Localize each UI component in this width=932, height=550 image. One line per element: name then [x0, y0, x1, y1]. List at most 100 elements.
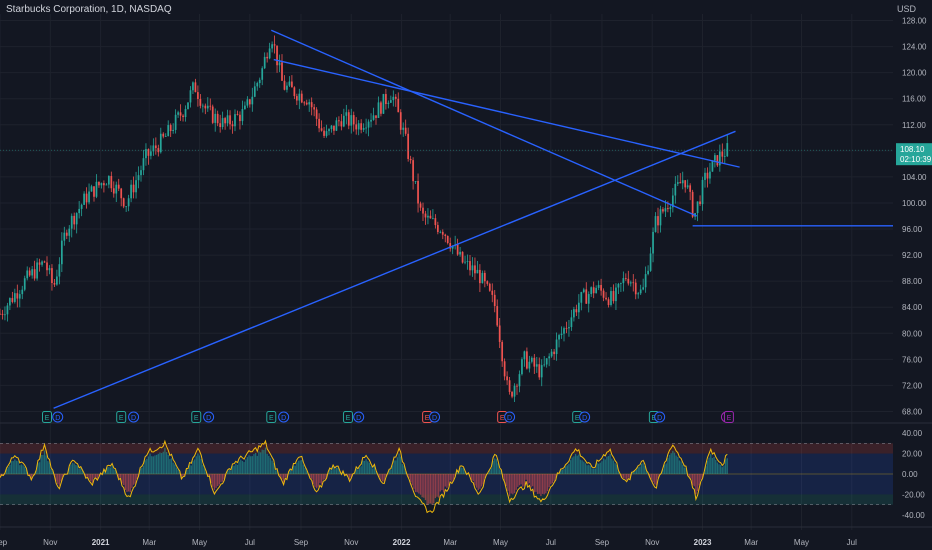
candle-body [13, 293, 16, 302]
candle-body [432, 218, 434, 219]
candle-body [154, 145, 157, 149]
candle-body [248, 99, 251, 105]
candle-body [120, 188, 123, 199]
candle-body [147, 149, 150, 156]
candle-body [607, 299, 610, 306]
candle-body [380, 102, 382, 114]
candle-body [550, 351, 553, 357]
candle-body [498, 325, 501, 342]
time-tick-label: Sep [595, 538, 610, 547]
candle-body [335, 120, 338, 131]
earnings-marker: E [116, 411, 127, 423]
candle-body [286, 85, 288, 90]
candle-body [0, 313, 1, 315]
candle-body [464, 261, 466, 263]
dividend-marker: D [203, 411, 215, 423]
candle-body [206, 105, 209, 109]
candle-body [60, 240, 63, 265]
candle-body [4, 314, 6, 316]
candle-body [689, 185, 692, 192]
candle-body [112, 188, 115, 194]
event-label: E [269, 415, 274, 422]
oscillator [0, 439, 728, 514]
price-tick-label: 116.00 [902, 95, 926, 104]
candle-body [93, 186, 95, 197]
dividend-marker: D [504, 411, 516, 423]
event-label: E [346, 415, 351, 422]
candles [0, 35, 893, 402]
candle-body [360, 123, 363, 130]
candle-body [709, 171, 711, 179]
dividend-badge [654, 411, 666, 423]
dividend-badge [579, 411, 591, 423]
candle-body [125, 206, 128, 208]
price-tag-value: 108.10 [900, 145, 925, 154]
candle-body [385, 94, 387, 105]
candle-body [647, 270, 649, 275]
candle-body [718, 151, 721, 166]
time-tick-label: May [493, 538, 508, 547]
candle-body [652, 231, 654, 254]
candle-body [291, 81, 293, 88]
candle-body [216, 113, 219, 124]
candle-body [342, 115, 345, 127]
osc-tick-label: -40.00 [902, 511, 925, 520]
candle-body [177, 112, 179, 115]
oscillator-line [0, 439, 728, 514]
osc-tick-label: 40.00 [902, 429, 923, 438]
candle-body [491, 290, 494, 295]
candle-body [691, 191, 694, 217]
candle-body [98, 181, 100, 186]
candle-body [140, 170, 142, 176]
candle-body [521, 359, 523, 375]
candle-body [224, 118, 226, 124]
event-label: E [425, 415, 430, 422]
candle-body [350, 115, 353, 126]
event-label: D [281, 415, 286, 422]
candle-body [1, 313, 4, 315]
candle-body [367, 121, 370, 128]
candle-body [659, 209, 662, 226]
candle-body [449, 243, 452, 249]
candle-body [164, 136, 167, 137]
candle-body [469, 261, 471, 271]
osc-tick-label: 0.00 [902, 470, 918, 479]
candle-body [266, 56, 269, 59]
time-tick-label: Mar [744, 538, 758, 547]
candle-body [80, 204, 83, 209]
price-tick-label: 72.00 [902, 381, 923, 390]
candle-body [229, 115, 231, 125]
price-tag-countdown: 02:10:39 [900, 155, 932, 164]
dividend-badge [504, 411, 516, 423]
candle-body [38, 262, 41, 265]
candle-body [357, 123, 360, 130]
earnings-marker: E [342, 411, 353, 423]
candle-body [446, 235, 449, 244]
candle-body [305, 102, 308, 105]
candle-body [83, 193, 85, 205]
candle-body [194, 82, 197, 93]
time-tick-label: Jul [245, 538, 255, 547]
candle-body [392, 96, 395, 101]
candle-body [308, 102, 311, 105]
earnings-marker: E [266, 411, 277, 423]
candle-body [293, 87, 296, 97]
candle-body [73, 215, 76, 225]
dividend-badge [203, 411, 215, 423]
candle-body [33, 269, 36, 279]
event-label: D [657, 415, 662, 422]
candle-body [268, 48, 271, 59]
candle-body [558, 335, 560, 340]
price-tick-label: 88.00 [902, 277, 923, 286]
candle-body [419, 203, 422, 208]
event-label: D [356, 415, 361, 422]
candle-body [68, 228, 71, 236]
candle-body [570, 317, 573, 328]
candle-body [85, 193, 88, 203]
candle-body [26, 270, 29, 279]
grid [0, 14, 932, 530]
candle-body [78, 208, 81, 214]
candle-body [592, 287, 595, 294]
candle-body [130, 184, 132, 199]
